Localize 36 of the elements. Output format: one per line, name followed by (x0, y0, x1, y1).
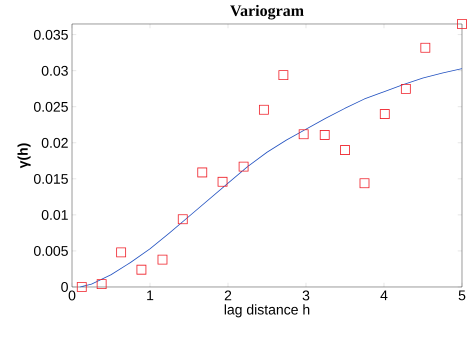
x-tick-label: 3 (302, 290, 310, 300)
point (298, 129, 309, 140)
point (96, 279, 107, 290)
point (457, 19, 467, 29)
y-tick-label: 0.02 (42, 138, 68, 148)
point (178, 214, 188, 224)
y-tick-label: 0.03 (42, 66, 68, 76)
point (238, 162, 248, 172)
point (420, 42, 430, 53)
point (380, 109, 390, 119)
y-tick-label: 0.015 (34, 174, 68, 184)
x-tick-label: 0 (68, 290, 76, 300)
point (360, 178, 370, 188)
x-tick-label: 1 (147, 290, 154, 300)
point (76, 282, 87, 292)
chart-title: Variogram (230, 4, 304, 20)
y-tick-label: 0 (61, 282, 68, 292)
point (278, 70, 288, 80)
point (218, 176, 228, 187)
point (340, 145, 350, 155)
point (320, 130, 330, 140)
point (136, 264, 146, 275)
y-tick-label: 0.035 (34, 30, 68, 40)
point (116, 248, 126, 258)
y-axis-title: γ(h) (18, 143, 31, 168)
x-tick-label: 2 (224, 290, 232, 300)
x-tick-label: 4 (380, 290, 388, 300)
point (158, 254, 168, 265)
point (197, 168, 208, 178)
y-tick-label: 0.025 (34, 102, 68, 112)
y-tick-label: 0.005 (34, 246, 68, 256)
x-axis-title: lag distance h (224, 304, 310, 318)
x-tick-label: 5 (458, 290, 466, 300)
point (400, 84, 411, 94)
point (258, 104, 269, 115)
y-tick-label: 0.01 (42, 210, 68, 220)
